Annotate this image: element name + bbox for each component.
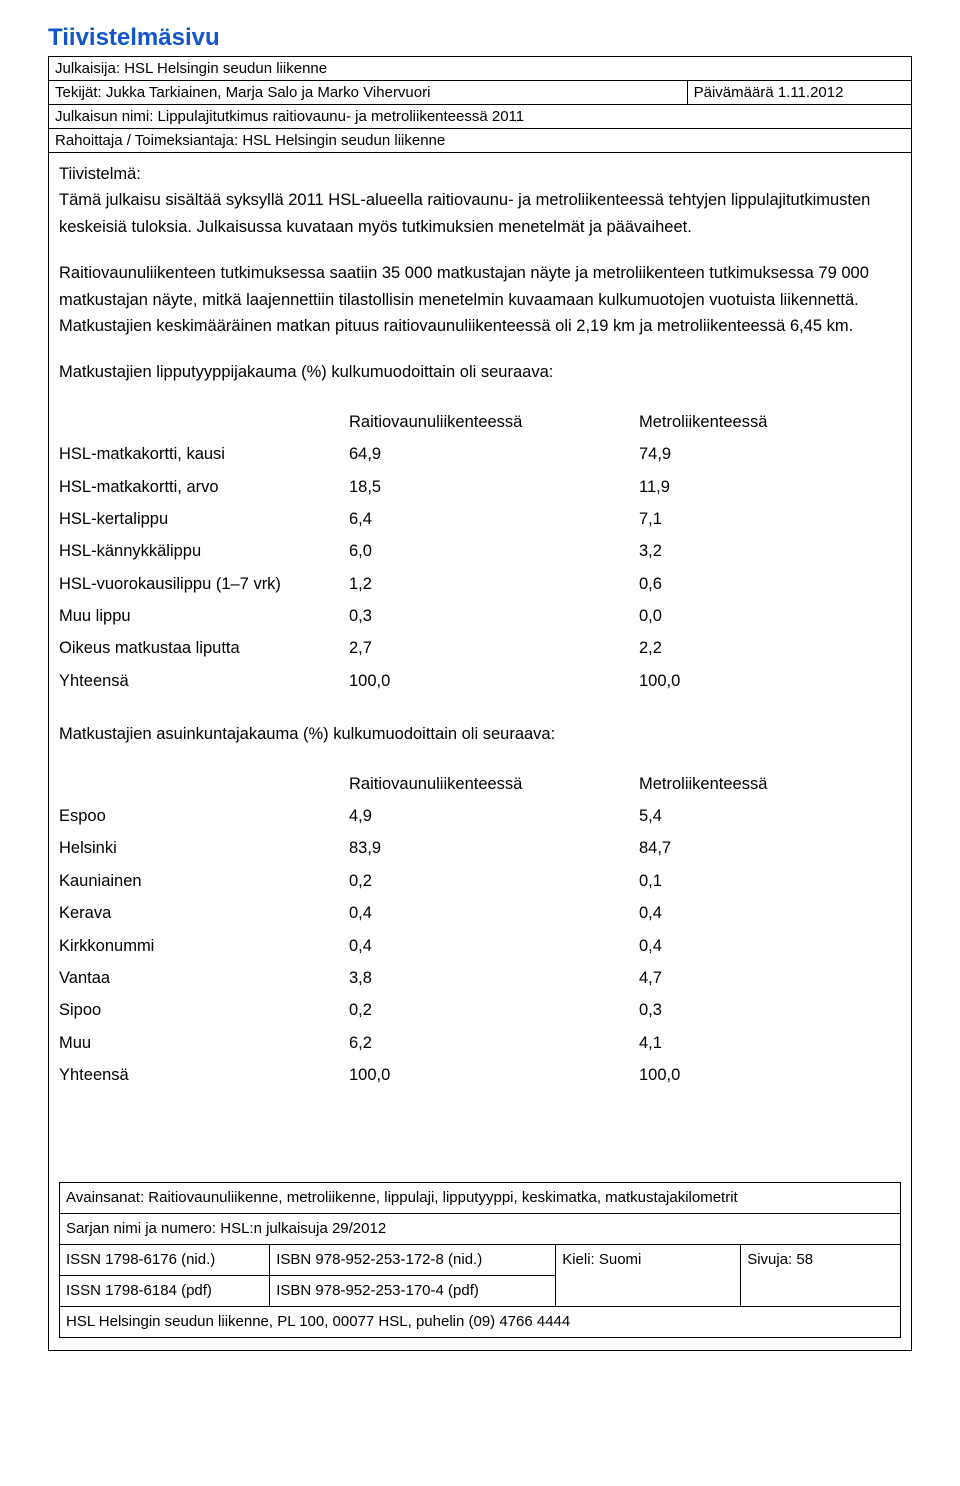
cell-a: 6,0: [349, 535, 639, 567]
cell-a: 83,9: [349, 832, 639, 864]
cell-a: 1,2: [349, 568, 639, 600]
table2-header-b: Metroliikenteessä: [639, 768, 859, 800]
table-row: HSL-matkakortti, arvo18,511,9: [59, 471, 859, 503]
cell-a: 100,0: [349, 665, 639, 697]
cell-b: 84,7: [639, 832, 859, 864]
table-row: Yhteensä100,0100,0: [59, 665, 859, 697]
cell-label: Kauniainen: [59, 865, 349, 897]
table1-header-b: Metroliikenteessä: [639, 406, 859, 438]
cell-a: 64,9: [349, 438, 639, 470]
cell-label: HSL-vuorokausilippu (1–7 vrk): [59, 568, 349, 600]
table2-header-a: Raitiovaunuliikenteessä: [349, 768, 639, 800]
cell-b: 4,7: [639, 962, 859, 994]
issn1-cell: ISSN 1798-6176 (nid.): [60, 1244, 270, 1275]
cell-a: 2,7: [349, 632, 639, 664]
paragraph-3: Matkustajien lipputyyppijakauma (%) kulk…: [59, 359, 901, 385]
cell-label: Kirkkonummi: [59, 930, 349, 962]
table1-header-a: Raitiovaunuliikenteessä: [349, 406, 639, 438]
ticket-type-table: Raitiovaunuliikenteessä Metroliikenteess…: [59, 406, 859, 698]
table-row: HSL-kännykkälippu6,03,2: [59, 535, 859, 567]
issn2-cell: ISSN 1798-6184 (pdf): [60, 1275, 270, 1306]
cell-label: Vantaa: [59, 962, 349, 994]
cell-label: Oikeus matkustaa liputta: [59, 632, 349, 664]
table-row: Kerava0,40,4: [59, 897, 859, 929]
cell-b: 74,9: [639, 438, 859, 470]
financier-cell: Rahoittaja / Toimeksiantaja: HSL Helsing…: [49, 129, 912, 153]
cell-b: 0,1: [639, 865, 859, 897]
cell-label: Helsinki: [59, 832, 349, 864]
cell-b: 4,1: [639, 1027, 859, 1059]
pub-name-cell: Julkaisun nimi: Lippulajitutkimus raitio…: [49, 105, 912, 129]
cell-label: Espoo: [59, 800, 349, 832]
cell-a: 3,8: [349, 962, 639, 994]
cell-a: 6,2: [349, 1027, 639, 1059]
keywords-cell: Avainsanat: Raitiovaunuliikenne, metroli…: [60, 1182, 901, 1213]
meta-table: Julkaisija: HSL Helsingin seudun liikenn…: [48, 56, 912, 153]
table-row: HSL-vuorokausilippu (1–7 vrk)1,20,6: [59, 568, 859, 600]
table-row: Kirkkonummi0,40,4: [59, 930, 859, 962]
cell-label: Sipoo: [59, 994, 349, 1026]
cell-a: 0,2: [349, 994, 639, 1026]
cell-label: Muu lippu: [59, 600, 349, 632]
authors-cell: Tekijät: Jukka Tarkiainen, Marja Salo ja…: [49, 81, 688, 105]
table-row: Espoo4,95,4: [59, 800, 859, 832]
table-row: Yhteensä100,0100,0: [59, 1059, 859, 1091]
page-title: Tiivistelmäsivu: [48, 24, 912, 52]
table-row: Muu lippu0,30,0: [59, 600, 859, 632]
publisher-cell: Julkaisija: HSL Helsingin seudun liikenn…: [49, 57, 912, 81]
cell-a: 0,3: [349, 600, 639, 632]
cell-b: 100,0: [639, 665, 859, 697]
footer-table: Avainsanat: Raitiovaunuliikenne, metroli…: [59, 1182, 901, 1338]
cell-a: 0,4: [349, 897, 639, 929]
table-row: Kauniainen0,20,1: [59, 865, 859, 897]
cell-a: 100,0: [349, 1059, 639, 1091]
table-row: Muu6,24,1: [59, 1027, 859, 1059]
cell-b: 0,3: [639, 994, 859, 1026]
paragraph-1: Tämä julkaisu sisältää syksyllä 2011 HSL…: [59, 187, 901, 240]
cell-b: 0,4: [639, 930, 859, 962]
cell-b: 2,2: [639, 632, 859, 664]
cell-b: 0,4: [639, 897, 859, 929]
cell-a: 4,9: [349, 800, 639, 832]
table-row: HSL-kertalippu6,47,1: [59, 503, 859, 535]
cell-label: Yhteensä: [59, 665, 349, 697]
cell-a: 6,4: [349, 503, 639, 535]
table-row: Sipoo0,20,3: [59, 994, 859, 1026]
cell-a: 0,4: [349, 930, 639, 962]
municipality-table: Raitiovaunuliikenteessä Metroliikenteess…: [59, 768, 859, 1092]
table-row: Vantaa3,84,7: [59, 962, 859, 994]
cell-label: HSL-kertalippu: [59, 503, 349, 535]
address-cell: HSL Helsingin seudun liikenne, PL 100, 0…: [60, 1306, 901, 1337]
pages-cell: Sivuja: 58: [741, 1244, 901, 1306]
cell-b: 5,4: [639, 800, 859, 832]
paragraph-2: Raitiovaunuliikenteen tutkimuksessa saat…: [59, 260, 901, 339]
cell-label: Muu: [59, 1027, 349, 1059]
table-row: Oikeus matkustaa liputta2,72,2: [59, 632, 859, 664]
cell-b: 100,0: [639, 1059, 859, 1091]
table-row: HSL-matkakortti, kausi64,974,9: [59, 438, 859, 470]
isbn1-cell: ISBN 978-952-253-172-8 (nid.): [270, 1244, 556, 1275]
isbn2-cell: ISBN 978-952-253-170-4 (pdf): [270, 1275, 556, 1306]
abstract-label: Tiivistelmä:: [59, 161, 901, 187]
cell-b: 0,6: [639, 568, 859, 600]
series-cell: Sarjan nimi ja numero: HSL:n julkaisuja …: [60, 1213, 901, 1244]
date-cell: Päivämäärä 1.11.2012: [687, 81, 911, 105]
paragraph-4: Matkustajien asuinkuntajakauma (%) kulku…: [59, 721, 901, 747]
cell-b: 0,0: [639, 600, 859, 632]
cell-label: HSL-matkakortti, kausi: [59, 438, 349, 470]
cell-label: HSL-kännykkälippu: [59, 535, 349, 567]
cell-a: 18,5: [349, 471, 639, 503]
abstract-body: Tiivistelmä: Tämä julkaisu sisältää syks…: [48, 153, 912, 1351]
cell-b: 11,9: [639, 471, 859, 503]
cell-a: 0,2: [349, 865, 639, 897]
cell-label: HSL-matkakortti, arvo: [59, 471, 349, 503]
cell-label: Yhteensä: [59, 1059, 349, 1091]
cell-b: 3,2: [639, 535, 859, 567]
cell-label: Kerava: [59, 897, 349, 929]
cell-b: 7,1: [639, 503, 859, 535]
lang-cell: Kieli: Suomi: [556, 1244, 741, 1306]
table-row: Helsinki83,984,7: [59, 832, 859, 864]
